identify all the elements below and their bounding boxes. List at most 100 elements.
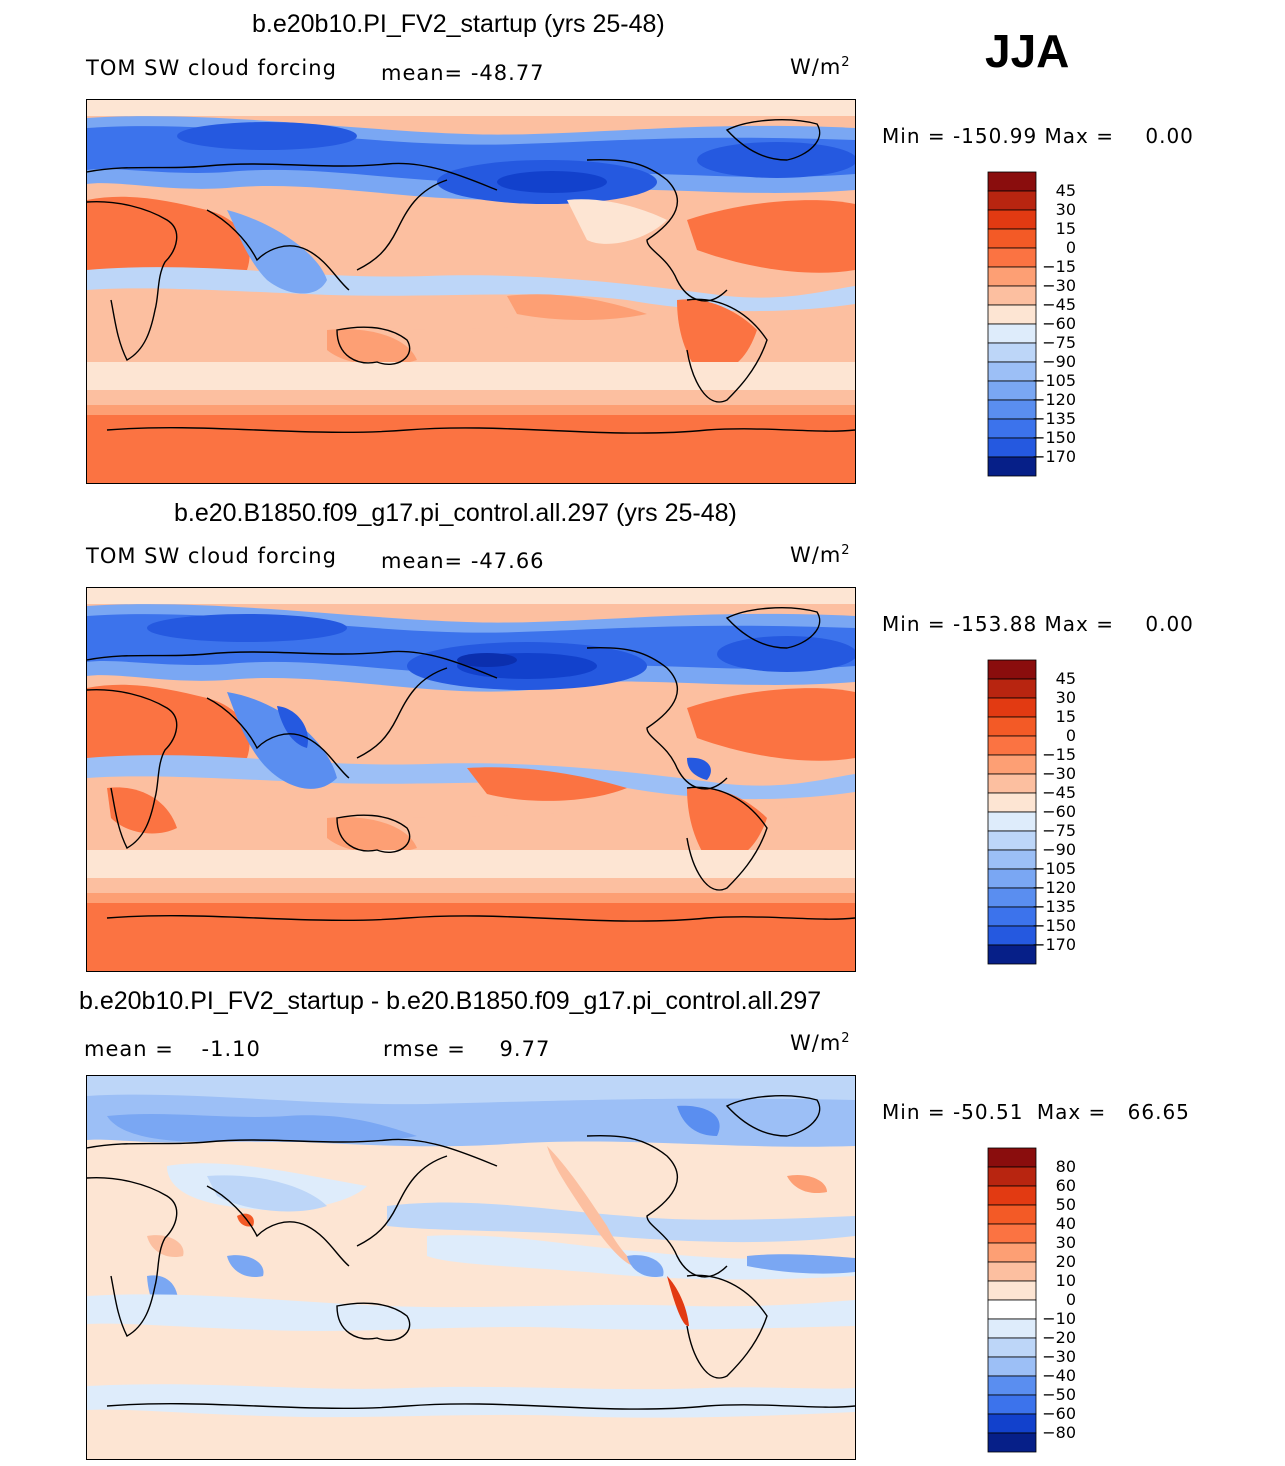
colorbar-swatch — [987, 716, 1037, 737]
panel-2-mean-value: -47.66 — [470, 549, 545, 573]
colorbar-swatch — [987, 887, 1037, 908]
panel-3-units-base: W/m — [790, 1031, 842, 1055]
colorbar-swatch — [987, 247, 1037, 268]
colorbar-swatch — [987, 697, 1037, 718]
panel-3-minmax: Min = -50.51 Max = 66.65 — [882, 1100, 1190, 1124]
colorbar-tick-label: 15 — [1056, 707, 1076, 726]
panel-1-mean: mean= -48.77 — [381, 61, 545, 85]
colorbar-swatch — [987, 342, 1037, 363]
colorbar-tick-label: −60 — [1042, 802, 1076, 821]
colorbar-tick-label: 50 — [1056, 1195, 1076, 1214]
colorbar-tick-label: −30 — [1042, 1347, 1076, 1366]
colorbar-swatch — [987, 190, 1037, 211]
panel-3-mean-label: mean = — [84, 1037, 174, 1061]
colorbar-swatch — [987, 171, 1037, 192]
panel-1-variable: TOM SW cloud forcing — [86, 56, 337, 80]
colorbar-tick-label: −135 — [1032, 409, 1076, 428]
colorbar-swatch — [987, 1280, 1037, 1301]
colorbar-swatch — [987, 735, 1037, 756]
colorbar-swatch — [987, 830, 1037, 851]
panel-1-max-label: Max = — [1044, 124, 1114, 148]
colorbar-tick-label: 45 — [1056, 181, 1076, 200]
panel-2-title: b.e20.B1850.f09_g17.pi_control.all.297 (… — [174, 499, 737, 527]
panel-1-min-label: Min = — [882, 124, 946, 148]
colorbar-swatch — [987, 418, 1037, 439]
panel-2-units-exp: 2 — [841, 543, 851, 558]
colorbar-tick-label: 30 — [1056, 1233, 1076, 1252]
panel-2-mean: mean= -47.66 — [381, 549, 545, 573]
panel-3-rmse: rmse = 9.77 — [383, 1037, 550, 1061]
colorbar-tick-label: −170 — [1032, 935, 1076, 954]
colorbar-tick-label: −80 — [1042, 1423, 1076, 1442]
colorbar-swatch — [987, 285, 1037, 306]
panel-1-mean-label: mean= — [381, 61, 464, 85]
colorbar-tick-label: −120 — [1032, 390, 1076, 409]
panel-2-max-value: 0.00 — [1145, 612, 1194, 636]
panel-3-mean-value: -1.10 — [201, 1037, 261, 1061]
panel-1-colorbar-svg: 4530150−15−30−45−60−75−90−105−120−135−15… — [987, 171, 1076, 477]
colorbar-tick-label: 0 — [1066, 726, 1076, 745]
colorbar-tick-label: 10 — [1056, 1271, 1076, 1290]
colorbar-tick-label: −15 — [1042, 745, 1076, 764]
colorbar-swatch — [987, 792, 1037, 813]
colorbar-tick-label: 80 — [1056, 1157, 1076, 1176]
colorbar-tick-label: −20 — [1042, 1328, 1076, 1347]
colorbar-tick-label: −45 — [1042, 295, 1076, 314]
panel-2-max-label: Max = — [1044, 612, 1114, 636]
panel-1-mean-value: -48.77 — [470, 61, 545, 85]
colorbar-tick-label: −75 — [1042, 821, 1076, 840]
panel-3-max-value: 66.65 — [1127, 1100, 1190, 1124]
panel-1-units-base: W/m — [790, 55, 842, 79]
colorbar-tick-label: −135 — [1032, 897, 1076, 916]
panel-3-title: b.e20b10.PI_FV2_startup - b.e20.B1850.f0… — [79, 987, 822, 1015]
colorbar-tick-label: 30 — [1056, 200, 1076, 219]
colorbar-swatch — [987, 1147, 1037, 1168]
colorbar-swatch — [987, 209, 1037, 230]
colorbar-swatch — [987, 773, 1037, 794]
colorbar-tick-label: 45 — [1056, 669, 1076, 688]
colorbar-tick-label: −150 — [1032, 428, 1076, 447]
panel-1-map-svg — [87, 100, 855, 483]
colorbar-tick-label: −10 — [1042, 1309, 1076, 1328]
colorbar-tick-label: 40 — [1056, 1214, 1076, 1233]
colorbar-swatch — [987, 437, 1037, 458]
colorbar-swatch — [987, 1375, 1037, 1396]
colorbar-swatch — [987, 754, 1037, 775]
panel-2-minmax: Min = -153.88 Max = 0.00 — [882, 612, 1194, 636]
colorbar-swatch — [987, 323, 1037, 344]
colorbar-swatch — [987, 944, 1037, 965]
colorbar-swatch — [987, 811, 1037, 832]
colorbar-tick-label: 20 — [1056, 1252, 1076, 1271]
colorbar-tick-label: −105 — [1032, 371, 1076, 390]
colorbar-swatch — [987, 266, 1037, 287]
colorbar-tick-label: −90 — [1042, 352, 1076, 371]
colorbar-swatch — [987, 1223, 1037, 1244]
panel-2-mean-label: mean= — [381, 549, 464, 573]
colorbar-tick-label: −50 — [1042, 1385, 1076, 1404]
colorbar-tick-label: −170 — [1032, 447, 1076, 466]
panel-2-variable: TOM SW cloud forcing — [86, 544, 337, 568]
colorbar-tick-label: −30 — [1042, 276, 1076, 295]
colorbar-swatch — [987, 380, 1037, 401]
colorbar-tick-label: 30 — [1056, 688, 1076, 707]
panel-2-min-label: Min = — [882, 612, 946, 636]
season-label: JJA — [985, 25, 1070, 77]
colorbar-tick-label: −40 — [1042, 1366, 1076, 1385]
panel-1-minmax: Min = -150.99 Max = 0.00 — [882, 124, 1194, 148]
colorbar-tick-label: 60 — [1056, 1176, 1076, 1195]
colorbar-swatch — [987, 228, 1037, 249]
panel-2-map — [86, 587, 856, 972]
colorbar-tick-label: 0 — [1066, 1290, 1076, 1309]
panel-3-min-label: Min = — [882, 1100, 946, 1124]
panel-3-units: W/m2 — [790, 1031, 851, 1055]
colorbar-swatch — [987, 1432, 1037, 1453]
colorbar-swatch — [987, 1337, 1037, 1358]
panel-2-map-svg — [87, 588, 855, 971]
colorbar-swatch — [987, 1242, 1037, 1263]
colorbar-tick-label: −150 — [1032, 916, 1076, 935]
colorbar-tick-label: −60 — [1042, 314, 1076, 333]
colorbar-swatch — [987, 678, 1037, 699]
panel-3-units-exp: 2 — [841, 1031, 851, 1046]
colorbar-swatch — [987, 925, 1037, 946]
panel-3-min-value: -50.51 — [952, 1100, 1024, 1124]
